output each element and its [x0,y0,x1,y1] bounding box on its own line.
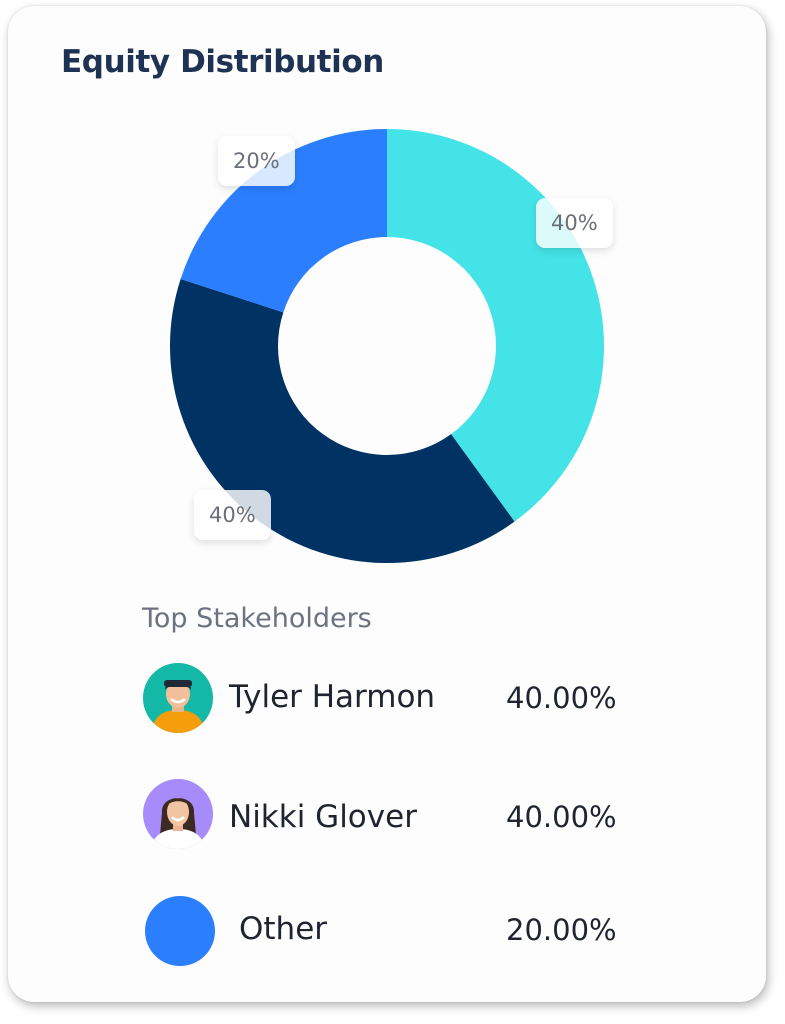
donut-slice-other [180,129,387,313]
slice-label-nikki-glover: 40% [194,490,271,540]
person-avatar-icon [143,779,213,849]
stakeholders-heading: Top Stakeholders [142,603,372,634]
slice-label-other: 20% [218,136,295,186]
stakeholder-name-tyler-harmon: Tyler Harmon [229,679,436,715]
stakeholder-percent-tyler-harmon: 40.00% [506,681,617,715]
avatar-nikki-glover [143,779,213,849]
card-title: Equity Distribution [61,44,384,80]
stakeholder-percent-other: 20.00% [506,913,617,947]
stakeholder-name-other: Other [239,911,328,947]
stakeholder-name-nikki-glover: Nikki Glover [229,799,417,835]
other-color-dot-icon [145,896,215,966]
avatar-tyler-harmon [143,663,213,733]
person-avatar-icon [143,663,213,733]
slice-label-tyler-harmon: 40% [536,198,613,248]
stakeholder-percent-nikki-glover: 40.00% [506,800,617,834]
